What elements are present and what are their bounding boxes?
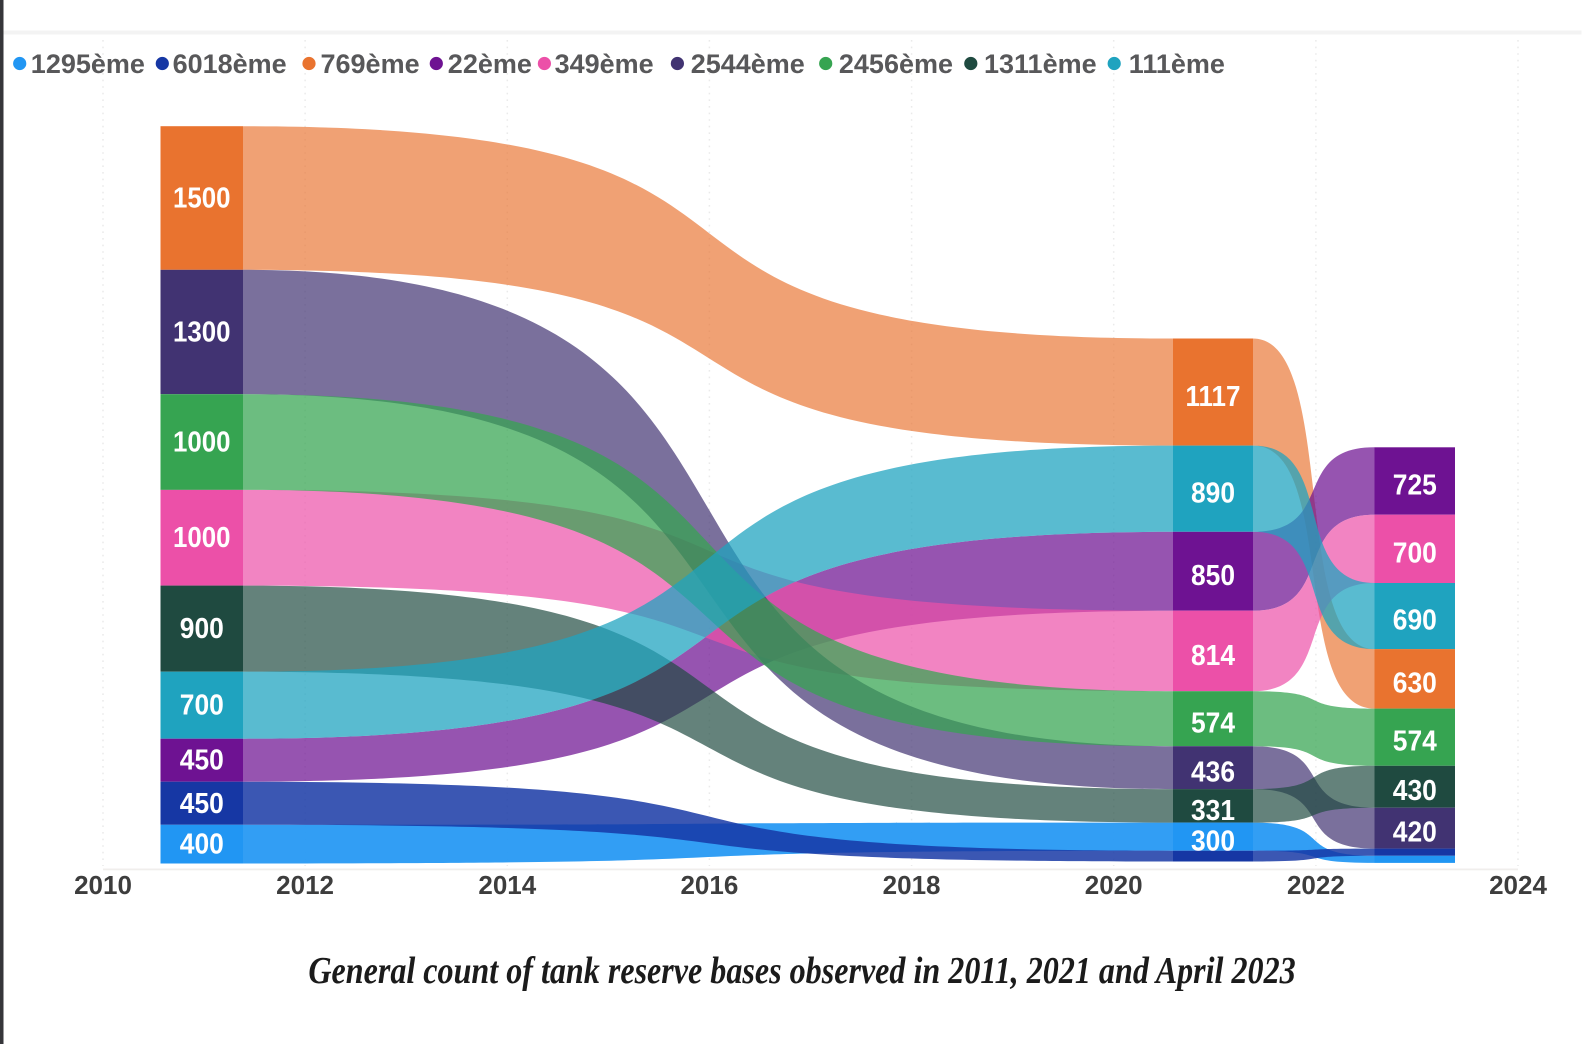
svg-text:1311ème: 1311ème: [984, 49, 1097, 79]
svg-text:900: 900: [180, 613, 224, 645]
svg-text:2024: 2024: [1489, 870, 1547, 900]
svg-text:2022: 2022: [1287, 870, 1345, 900]
svg-text:111ème: 111ème: [1129, 49, 1225, 79]
svg-text:400: 400: [180, 829, 224, 861]
svg-text:2020: 2020: [1085, 870, 1143, 900]
svg-text:890: 890: [1191, 478, 1235, 510]
svg-text:2010: 2010: [74, 870, 132, 900]
svg-text:2014: 2014: [478, 870, 536, 900]
svg-text:1500: 1500: [173, 183, 231, 215]
svg-text:420: 420: [1393, 817, 1437, 849]
svg-text:850: 850: [1191, 560, 1235, 592]
svg-text:General count of tank reserve: General count of tank reserve bases obse…: [308, 950, 1295, 992]
svg-text:1300: 1300: [173, 317, 231, 349]
svg-text:2456ème: 2456ème: [839, 49, 953, 79]
svg-text:574: 574: [1191, 708, 1235, 740]
svg-text:574: 574: [1393, 726, 1437, 758]
svg-text:725: 725: [1393, 470, 1437, 502]
svg-text:450: 450: [180, 745, 224, 777]
svg-text:2016: 2016: [680, 870, 738, 900]
svg-text:1000: 1000: [173, 522, 231, 554]
svg-text:300: 300: [1191, 826, 1235, 858]
svg-text:690: 690: [1393, 605, 1437, 637]
svg-text:349ème: 349ème: [555, 49, 654, 79]
svg-text:22ème: 22ème: [448, 49, 532, 79]
svg-text:6018ème: 6018ème: [173, 49, 287, 79]
svg-text:331: 331: [1191, 795, 1235, 827]
svg-text:700: 700: [1393, 537, 1437, 569]
svg-text:2012: 2012: [276, 870, 334, 900]
svg-text:2018: 2018: [883, 870, 941, 900]
svg-text:814: 814: [1191, 640, 1235, 672]
svg-text:1000: 1000: [173, 427, 231, 459]
svg-text:1295ème: 1295ème: [31, 49, 145, 79]
svg-text:769ème: 769ème: [321, 49, 420, 79]
svg-text:2544ème: 2544ème: [691, 49, 805, 79]
svg-text:436: 436: [1191, 757, 1235, 789]
svg-text:430: 430: [1393, 775, 1437, 807]
svg-text:700: 700: [180, 690, 224, 722]
svg-text:1117: 1117: [1186, 381, 1241, 413]
svg-text:630: 630: [1393, 667, 1437, 699]
svg-text:450: 450: [180, 788, 224, 820]
